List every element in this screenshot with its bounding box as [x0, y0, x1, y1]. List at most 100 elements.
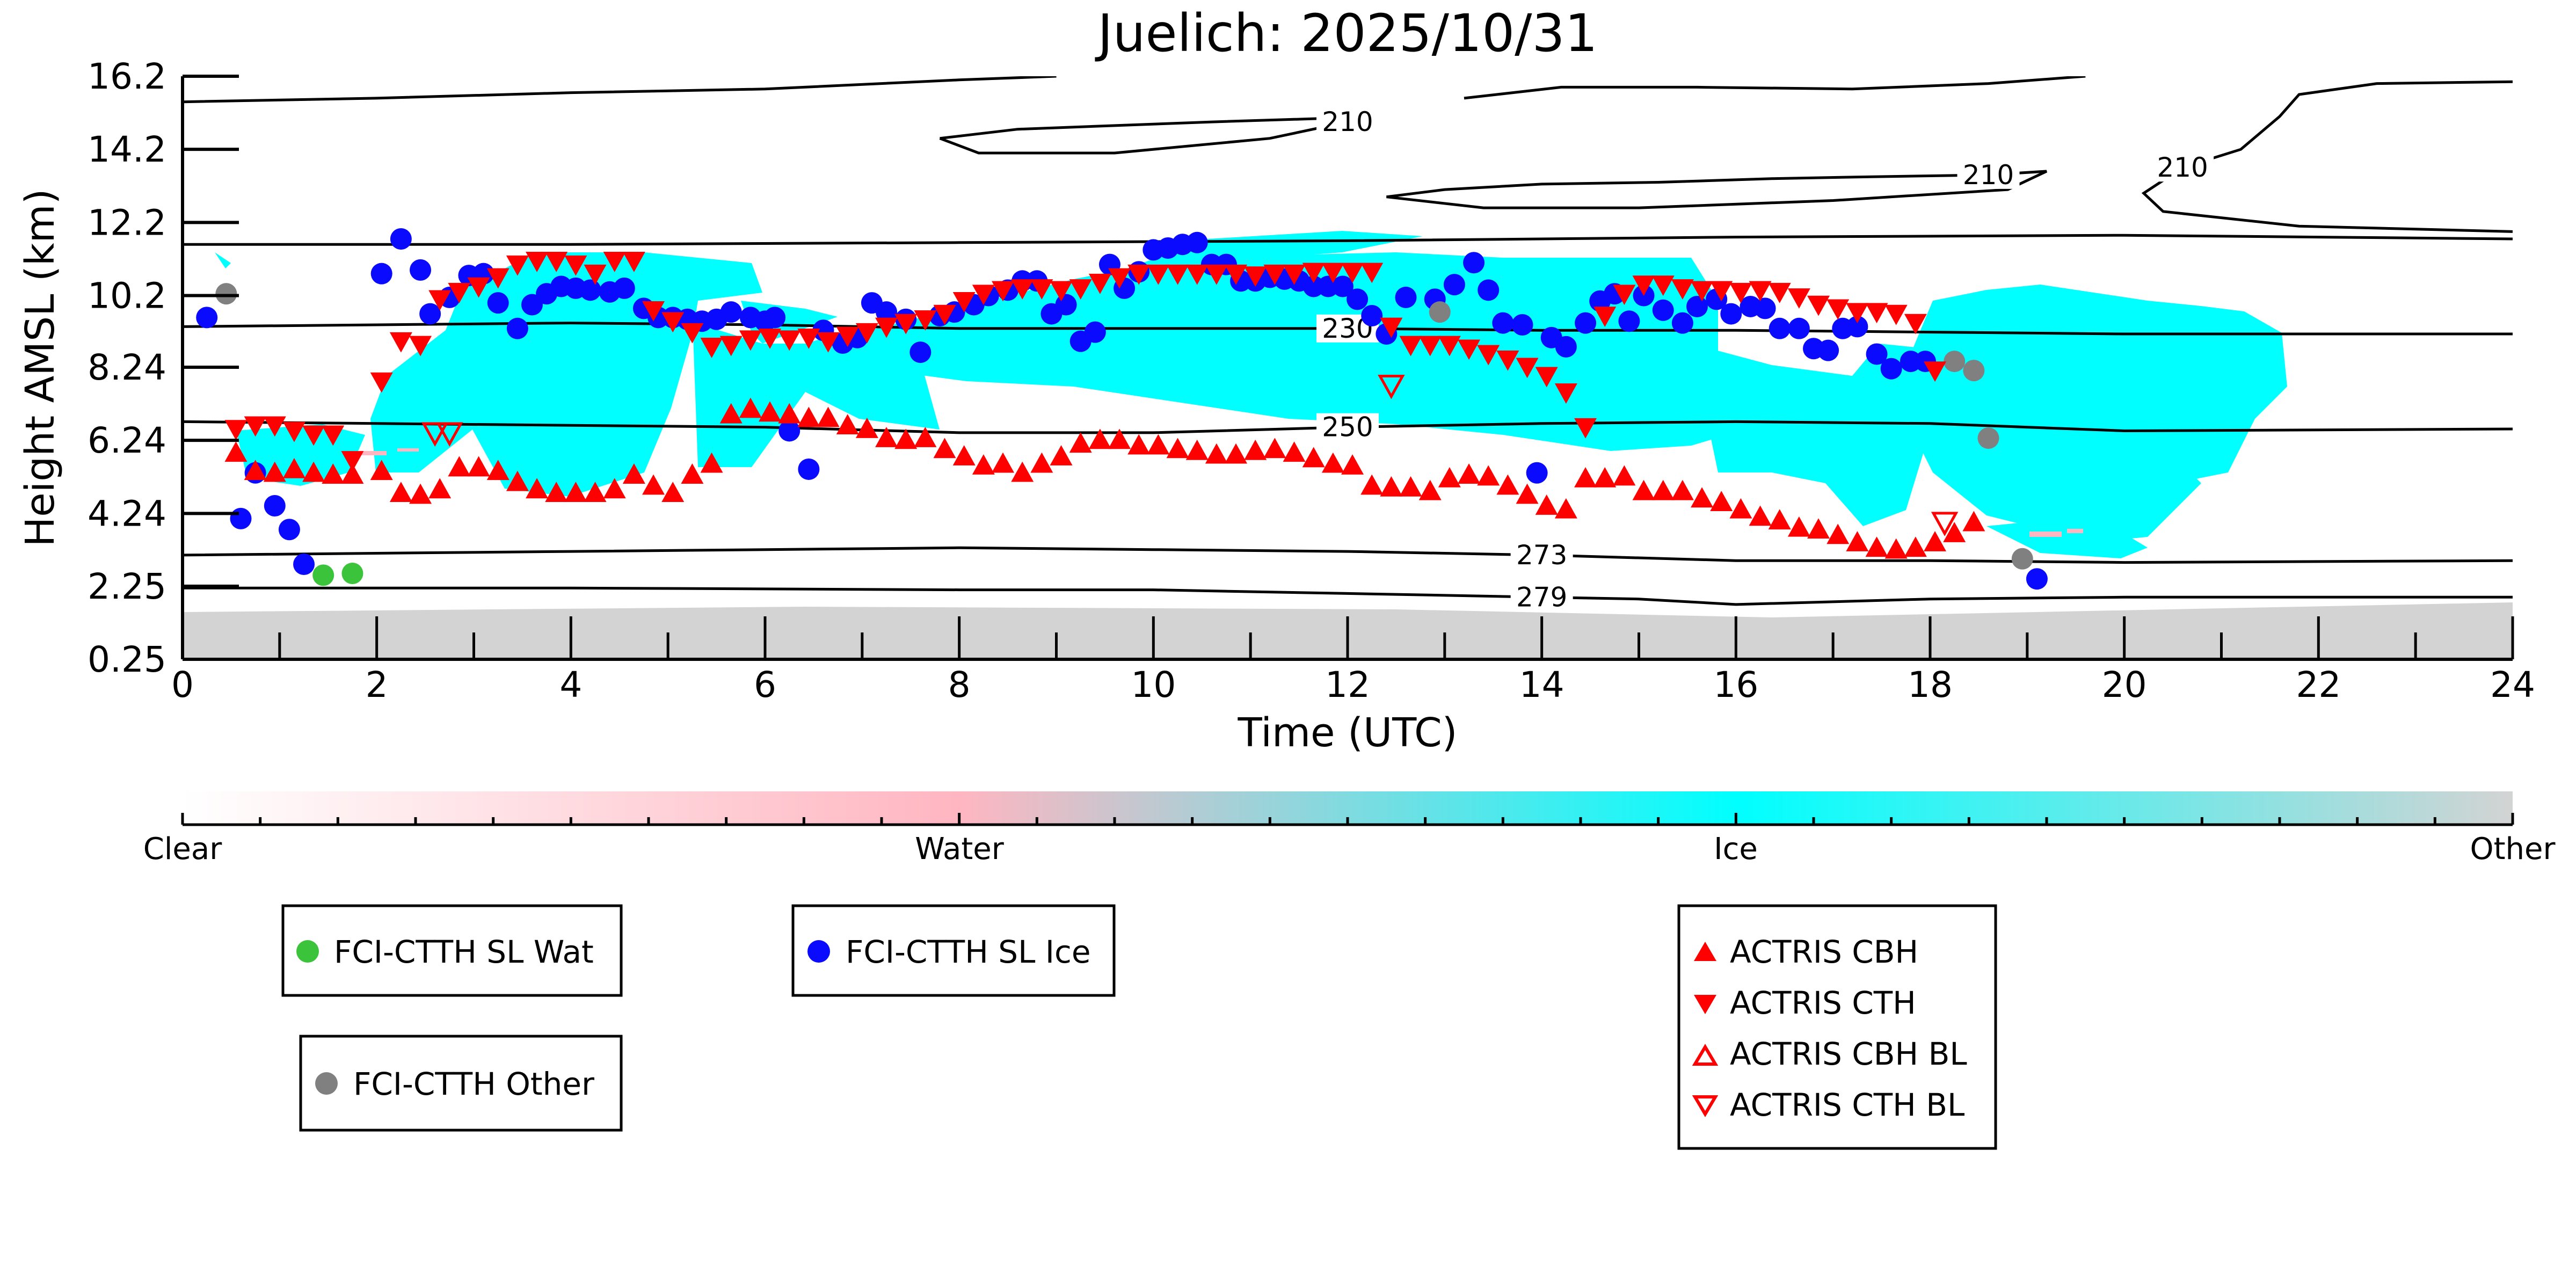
y-tick-label: 2.25 [88, 566, 166, 607]
marker-0-0 [312, 564, 334, 586]
marker-3-83 [1846, 531, 1869, 551]
marker-3-5 [322, 463, 345, 484]
marker-1-4 [278, 519, 300, 541]
marker-3-28 [778, 403, 801, 424]
marker-2-4 [1977, 427, 1999, 449]
marker-3-36 [933, 438, 956, 459]
marker-3-78 [1749, 505, 1772, 526]
marker-1-1 [230, 507, 252, 529]
contour-label-bg [1957, 161, 2020, 189]
x-tick-label: 24 [2490, 664, 2535, 705]
marker-4-59 [1380, 317, 1403, 338]
y-tick-label: 14.2 [88, 129, 166, 170]
marker-1-58 [1186, 231, 1208, 253]
marker-3-21 [642, 474, 665, 495]
marker-3-20 [622, 463, 645, 484]
marker-4-42 [1050, 281, 1073, 302]
marker-4-9 [409, 336, 432, 356]
x-tick-label: 18 [1908, 664, 1953, 705]
contour-label-bg [1510, 541, 1573, 569]
marker-4-16 [545, 252, 568, 272]
marker-3-35 [914, 427, 937, 447]
legend-other: FCI-CTTH Other [299, 1035, 623, 1132]
marker-4-22 [661, 312, 685, 333]
marker-3-87 [1924, 531, 1947, 551]
marker-3-63 [1458, 463, 1481, 484]
marker-4-76 [1710, 281, 1733, 302]
marker-4-70 [1593, 307, 1617, 327]
marker-3-29 [797, 406, 820, 427]
legend-label-wat: FCI-CTTH SL Wat [334, 934, 594, 970]
marker-4-65 [1496, 350, 1519, 371]
marker-4-61 [1418, 336, 1442, 356]
marker-1-77 [1492, 312, 1514, 334]
marker-4-41 [1030, 279, 1053, 300]
marker-4-33 [875, 317, 898, 338]
marker-4-57 [1341, 263, 1364, 283]
marker-3-81 [1807, 518, 1830, 539]
x-tick-label: 10 [1131, 664, 1176, 705]
marker-4-69 [1574, 418, 1597, 439]
legend-label-ice: FCI-CTTH SL Ice [846, 934, 1091, 970]
marker-3-22 [661, 482, 685, 503]
legend-ice: FCI-CTTH SL Ice [791, 904, 1116, 997]
marker-4-72 [1632, 275, 1655, 296]
y-tick-label: 12.2 [88, 202, 166, 243]
contour-label-bg [1316, 413, 1379, 441]
marker-4-21 [642, 301, 665, 322]
x-tick-label: 6 [754, 664, 776, 705]
marker-3-60 [1399, 476, 1422, 497]
chart-title: Juelich: 2025/10/31 [1095, 3, 1597, 63]
marker-1-79 [1526, 462, 1548, 484]
marker-4-67 [1535, 367, 1558, 388]
marker-4-68 [1554, 383, 1577, 404]
marker-3-65 [1496, 474, 1519, 495]
marker-4-32 [855, 323, 878, 344]
marker-3-80 [1787, 516, 1810, 537]
marker-3-85 [1884, 538, 1908, 559]
legend-marker-ice [807, 940, 830, 963]
legend-marker-other [315, 1072, 338, 1095]
marker-1-14 [506, 317, 528, 339]
contour-label-279: 279 [1516, 581, 1567, 613]
data-series [196, 228, 2048, 590]
marker-4-7 [370, 372, 393, 393]
marker-4-56 [1321, 263, 1344, 283]
marker-3-12 [467, 456, 490, 477]
marker-4-27 [759, 329, 782, 349]
marker-3-38 [972, 454, 995, 475]
marker-0-1 [341, 562, 363, 584]
marker-4-3 [282, 421, 305, 442]
water-cloud-patches [360, 448, 2083, 537]
marker-3-4 [302, 461, 325, 482]
marker-1-28 [720, 301, 742, 323]
marker-3-75 [1691, 487, 1714, 508]
y-axis-label: Height AMSL (km) [17, 188, 63, 547]
contour-label-210: 210 [1322, 106, 1373, 137]
marker-4-0 [224, 420, 248, 441]
marker-3-89 [1962, 511, 1985, 532]
legend-label-cbh: ACTRIS CBH [1730, 934, 1918, 970]
contour-label-bg [1510, 583, 1573, 612]
marker-3-79 [1768, 509, 1791, 530]
marker-4-12 [467, 277, 490, 298]
y-tick-label: 0.25 [88, 639, 166, 680]
marker-3-68 [1554, 498, 1577, 519]
marker-1-72 [1395, 286, 1417, 308]
marker-4-51 [1225, 264, 1248, 285]
x-tick-label: 14 [1519, 664, 1564, 705]
marker-1-93 [1754, 297, 1776, 319]
x-tick-label: 4 [559, 664, 582, 705]
marker-1-33 [798, 458, 820, 480]
marker-1-101 [1880, 358, 1902, 380]
marker-1-69 [1347, 288, 1369, 310]
series-actris-cbh [224, 397, 1985, 559]
marker-3-66 [1516, 483, 1539, 504]
marker-4-58 [1360, 263, 1384, 283]
legend-marker-cbh [1694, 942, 1716, 961]
marker-4-80 [1787, 288, 1810, 309]
marker-1-99 [1846, 316, 1868, 338]
marker-3-18 [584, 482, 607, 503]
